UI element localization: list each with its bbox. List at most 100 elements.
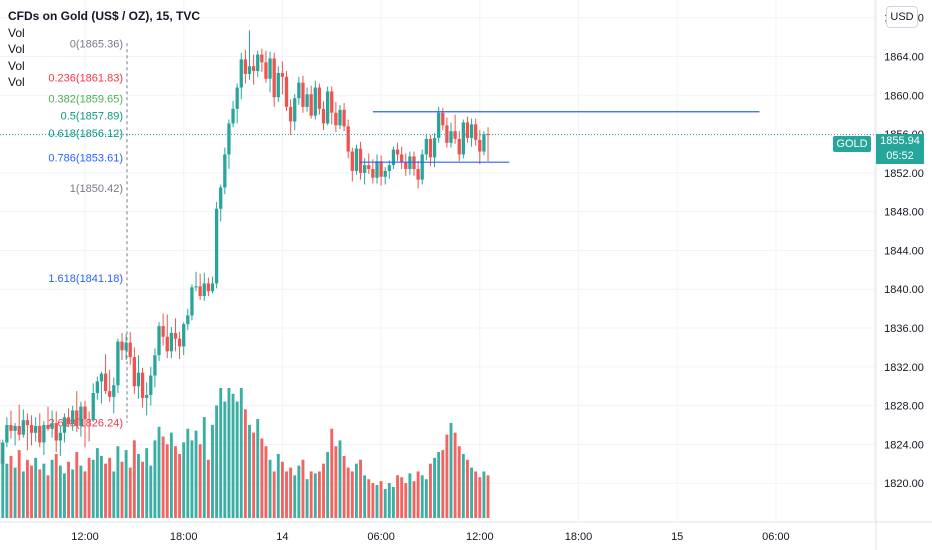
candle-body <box>338 109 342 126</box>
volume-bar <box>71 469 75 518</box>
price-axis[interactable]: 1820.00 1824.00 1828.00 1832.00 1836.00 1840.… <box>875 0 924 550</box>
candle-body <box>177 338 182 347</box>
volume-bar <box>379 481 383 518</box>
volume-bar <box>367 479 371 518</box>
volume-bar <box>100 455 103 518</box>
candle-body <box>486 134 490 136</box>
indicator-vol-1[interactable]: Vol <box>8 25 25 40</box>
candle-body <box>264 62 268 79</box>
candle-body <box>342 109 346 127</box>
volume-bar <box>383 488 387 518</box>
candle-body <box>132 357 136 387</box>
volume-bar <box>104 463 108 518</box>
volume-bar <box>313 473 317 518</box>
currency-button[interactable]: USD <box>886 6 918 28</box>
volume-bar <box>116 446 120 518</box>
candle-body <box>5 425 9 443</box>
candle-body <box>173 332 178 339</box>
volume-bar <box>83 471 87 518</box>
candle-body <box>453 131 457 139</box>
candle-body <box>38 425 42 443</box>
volume-bar <box>437 452 441 518</box>
volume-bar <box>231 393 235 518</box>
indicator-vol-2[interactable]: Vol <box>8 42 25 56</box>
volume-bar <box>363 475 367 518</box>
volume-bar <box>334 446 338 518</box>
candle-body <box>108 391 112 397</box>
candle-body <box>206 283 211 292</box>
time-tick-label: 15 <box>671 531 683 543</box>
volume-bar <box>461 453 465 518</box>
candle-body <box>395 149 400 155</box>
candle-body <box>235 87 239 109</box>
candle-body <box>420 154 424 180</box>
candle-body <box>34 425 38 433</box>
fib-level-label: 2.618(1826.24) <box>48 418 123 430</box>
volume-bar <box>239 388 243 518</box>
volume-bar <box>400 477 404 518</box>
candle-body <box>350 151 354 171</box>
volume-bar <box>486 475 490 518</box>
time-axis[interactable]: 12:00 18:00 14 06:00 12:00 18:00 15 06:00 <box>0 521 932 543</box>
candle-body <box>128 342 132 358</box>
candle-body <box>280 72 285 77</box>
volume-bar <box>190 440 194 518</box>
volume-bar <box>342 455 346 518</box>
candle-body <box>9 425 13 431</box>
volume-bar <box>25 459 29 518</box>
volume-bar <box>326 452 330 518</box>
horizontal-lines[interactable] <box>359 111 760 163</box>
price-tick-label: 1860.00 <box>884 90 924 102</box>
volume-bar <box>17 450 21 518</box>
volume-bar <box>449 422 453 518</box>
candle-body <box>400 154 404 163</box>
volume-bar <box>429 463 432 518</box>
candle-body <box>379 161 383 177</box>
volume-bar <box>13 467 17 518</box>
candle-body <box>87 419 91 421</box>
candle-body <box>260 54 264 63</box>
volume-bar <box>305 479 309 518</box>
fibonacci-retracement[interactable]: 0(1865.36) 0.236(1861.83) 0.382(1859.65) 0.… <box>48 38 128 430</box>
candle-body <box>153 355 157 376</box>
volume-bar <box>466 459 469 518</box>
volume-bar <box>227 388 231 518</box>
volume-bar <box>350 471 354 518</box>
candle-body <box>169 332 174 352</box>
indicator-vol-3[interactable]: Vol <box>8 58 25 73</box>
indicator-vol-4[interactable]: Vol <box>8 75 25 89</box>
candle-body <box>247 66 252 74</box>
candle-body <box>1 442 5 464</box>
volume-bar <box>223 401 227 518</box>
candle-body <box>391 149 396 166</box>
volume-bar <box>338 440 342 518</box>
volume-bar <box>149 465 153 518</box>
price-tick-label: 1828.00 <box>884 401 924 413</box>
candle-body <box>116 341 120 386</box>
volume-bar <box>317 471 321 518</box>
volume-bar <box>272 471 276 518</box>
fib-level-label: 0.382(1859.65) <box>48 94 123 106</box>
fib-level-label: 0.5(1857.89) <box>61 111 123 123</box>
volume-bar <box>58 465 62 518</box>
candle-body <box>482 134 486 152</box>
candle-body <box>416 168 420 180</box>
volume-bar <box>186 428 190 518</box>
volume-bar <box>256 419 260 518</box>
volume-bar <box>87 457 91 518</box>
volume-bar <box>301 459 305 518</box>
candle-body <box>301 82 305 107</box>
volume-bar <box>1 453 5 518</box>
candle-body <box>103 373 108 392</box>
candle-body <box>461 122 465 155</box>
time-tick-label: 12:00 <box>71 531 99 543</box>
volume-bar <box>153 440 157 518</box>
candle-body <box>29 425 34 433</box>
volume-bar <box>95 448 99 518</box>
candle-body <box>358 148 363 173</box>
volume-bar <box>178 453 182 518</box>
symbol-title[interactable]: CFDs on Gold (US$ / OZ), 15, TVC <box>8 9 201 23</box>
volume-bar <box>132 440 136 518</box>
volume-bar <box>235 401 239 518</box>
candle-body <box>346 126 350 152</box>
